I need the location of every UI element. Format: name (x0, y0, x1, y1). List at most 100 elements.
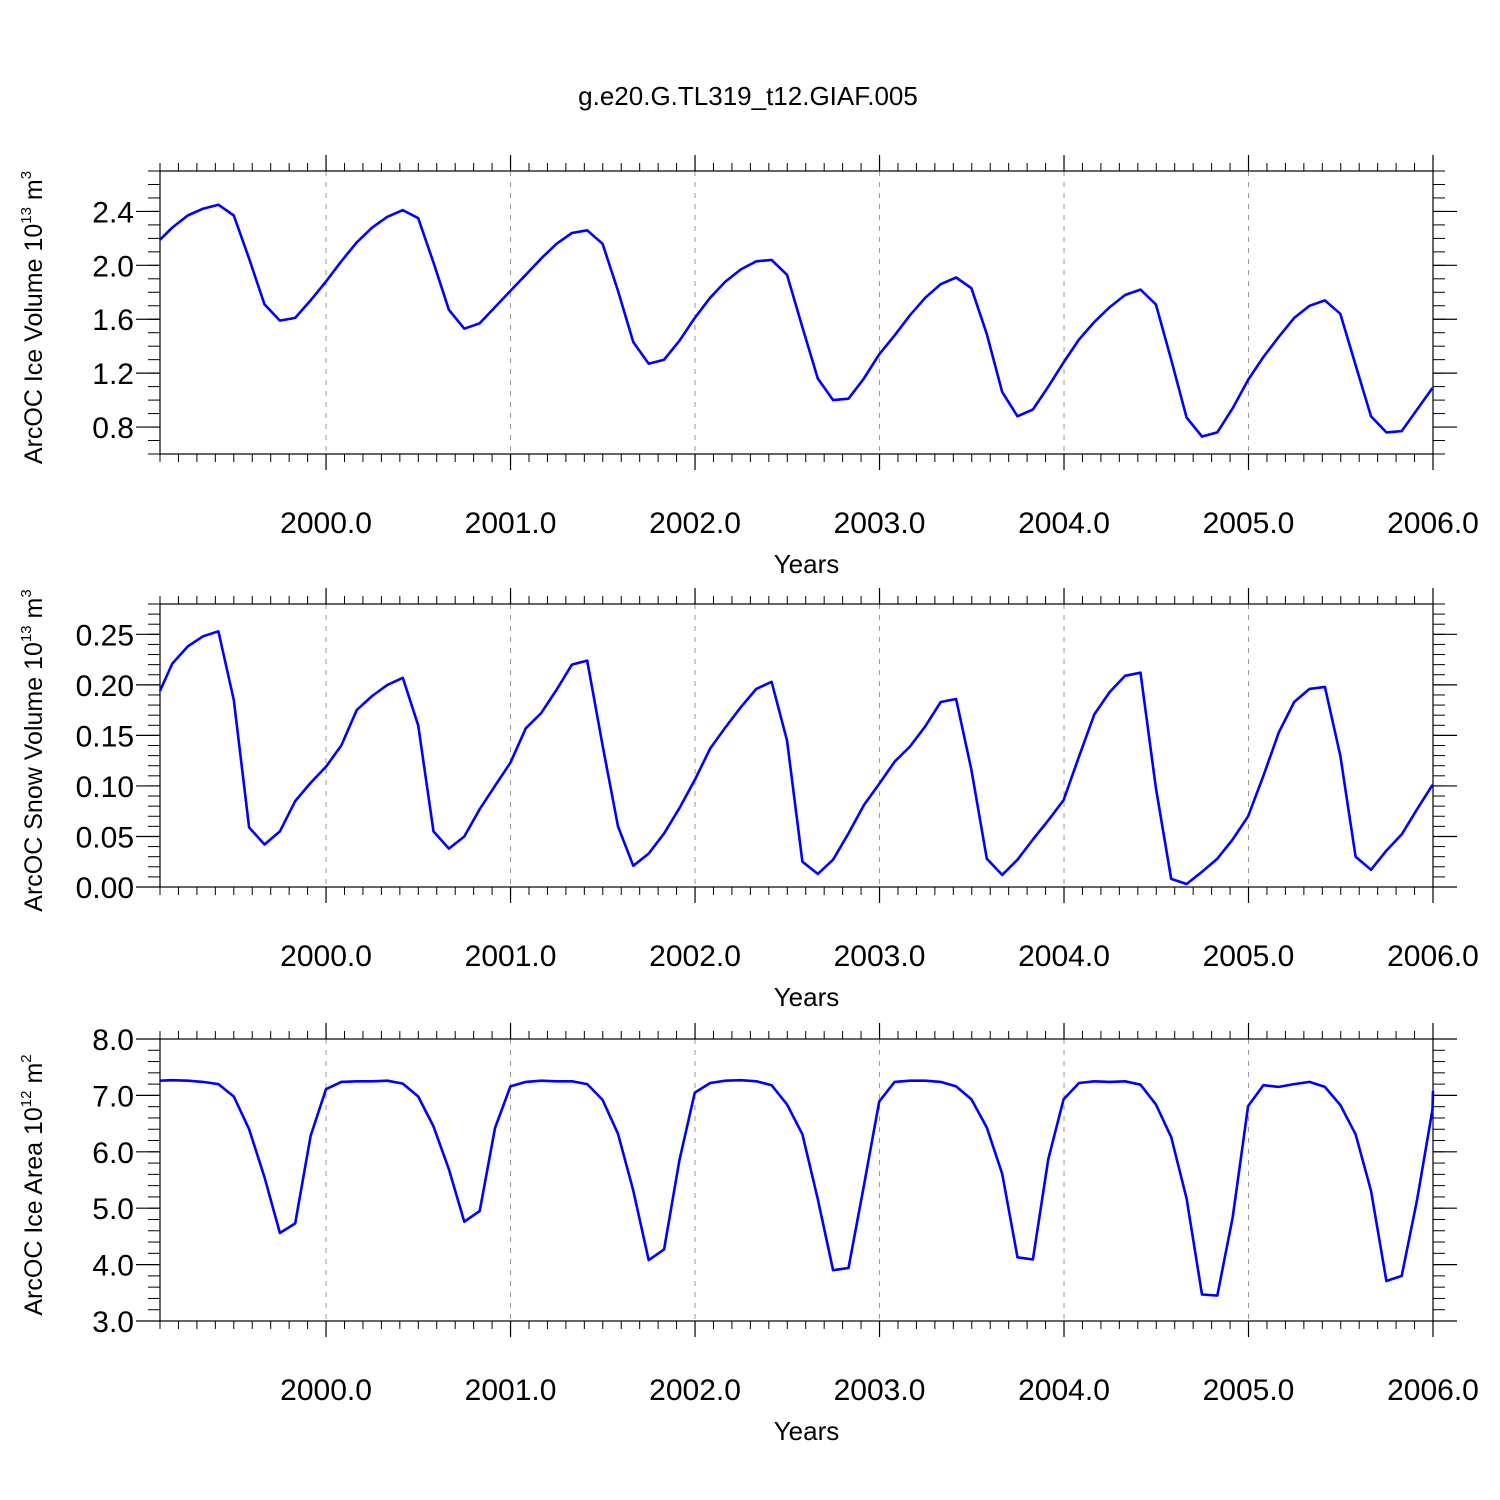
data-point-ice-area (1385, 1280, 1388, 1282)
panel-ice-area: 2000.0 2001.0 2002.0 2003.0 2004.0 2005.0 2006… (18, 1023, 1479, 1446)
data-point-ice-area (1400, 1275, 1403, 1277)
x-tick-label: 2002.0 (649, 1374, 741, 1407)
data-point-ice-volume (494, 306, 496, 308)
data-point-ice-area (955, 1085, 957, 1088)
data-point-ice-area (924, 1079, 927, 1082)
data-point-ice-volume (217, 203, 220, 206)
data-point-snow-volume (478, 808, 481, 810)
x-tick-label: 2006.0 (1387, 940, 1479, 973)
data-point-snow-volume (663, 832, 665, 835)
data-point-ice-area (786, 1103, 788, 1106)
y-tick-label: 7.0 (92, 1080, 134, 1113)
data-point-snow-volume (1078, 755, 1080, 758)
data-point-ice-volume (1047, 385, 1050, 388)
data-point-snow-volume (632, 865, 635, 867)
y-tick-label: 2.0 (92, 250, 134, 283)
data-point-ice-volume (540, 257, 542, 260)
y-tick-label: 0.20 (76, 670, 134, 703)
data-point-ice-area (694, 1091, 696, 1094)
data-point-ice-area (1231, 1216, 1234, 1218)
data-point-ice-volume (755, 260, 758, 263)
data-point-ice-area (740, 1079, 742, 1081)
data-point-snow-volume (1308, 688, 1311, 690)
x-axis-title: Years (774, 1416, 840, 1446)
data-point-ice-volume (632, 341, 635, 343)
x-tick-label: 2001.0 (465, 507, 557, 540)
data-point-ice-volume (617, 290, 619, 292)
data-point-snow-volume (1339, 754, 1342, 757)
y-axis-title-part: 13 (18, 625, 35, 642)
data-point-snow-volume (417, 724, 420, 727)
data-point-snow-volume (386, 684, 389, 686)
data-point-snow-volume (248, 826, 250, 829)
data-point-snow-volume (294, 800, 297, 802)
data-point-snow-volume (1385, 849, 1388, 852)
data-point-ice-volume (817, 377, 819, 380)
y-axis-title-part: 12 (18, 1091, 35, 1108)
data-point-ice-area (509, 1085, 512, 1088)
data-point-ice-area (617, 1133, 619, 1135)
data-point-snow-volume (1354, 855, 1357, 858)
data-point-snow-volume (832, 858, 834, 861)
data-point-ice-area (171, 1079, 174, 1081)
data-point-ice-area (1370, 1189, 1372, 1192)
x-tick-label: 2002.0 (649, 507, 741, 540)
x-tick-label: 2005.0 (1203, 940, 1295, 973)
data-point-ice-volume (1124, 294, 1126, 296)
data-point-ice-area (1078, 1082, 1080, 1084)
data-point-ice-volume (694, 317, 696, 319)
data-point-ice-area (586, 1083, 588, 1085)
data-point-ice-volume (709, 296, 711, 299)
data-point-snow-volume (1139, 671, 1142, 674)
data-point-ice-volume (1016, 415, 1019, 418)
data-point-ice-volume (663, 358, 665, 361)
y-tick-label: 4.0 (92, 1250, 134, 1283)
data-point-snow-volume (463, 835, 466, 838)
y-tick-label: 2.4 (92, 196, 134, 229)
data-point-ice-area (263, 1176, 266, 1178)
x-tick-label: 2003.0 (834, 1374, 926, 1407)
data-point-snow-volume (955, 698, 957, 700)
data-point-ice-volume (678, 340, 681, 342)
data-point-ice-volume (1139, 288, 1142, 291)
data-point-snow-volume (159, 690, 161, 692)
data-point-ice-area (248, 1128, 250, 1130)
data-point-ice-area (1262, 1084, 1265, 1086)
plot-frame (159, 603, 1434, 888)
data-point-snow-volume (1262, 775, 1265, 777)
y-tick-label: 1.2 (92, 358, 134, 391)
y-tick-label: 0.05 (76, 821, 134, 854)
data-point-snow-volume (371, 695, 373, 697)
data-point-ice-area (801, 1133, 804, 1136)
data-point-snow-volume (325, 765, 327, 768)
data-point-ice-volume (1185, 416, 1188, 419)
y-axis-title-part: m (20, 179, 48, 207)
data-point-snow-volume (233, 699, 235, 701)
data-point-snow-volume (1155, 787, 1157, 789)
data-point-snow-volume (1216, 857, 1219, 860)
data-point-ice-volume (1324, 299, 1326, 302)
data-point-snow-volume (1247, 815, 1249, 818)
y-axis-title: ArcOC Ice Area 1012 m2 (18, 1054, 48, 1315)
panel-ice-volume: 2000.0 2001.0 2002.0 2003.0 2004.0 2005.0 2006… (18, 155, 1479, 579)
x-tick-label: 2003.0 (834, 507, 926, 540)
data-point-ice-volume (955, 276, 957, 279)
data-point-snow-volume (1093, 713, 1096, 715)
x-tick-label: 2000.0 (280, 507, 372, 540)
data-point-ice-area (540, 1079, 542, 1082)
data-point-ice-area (817, 1198, 819, 1200)
data-point-ice-area (355, 1080, 358, 1083)
data-point-ice-area (1124, 1080, 1126, 1083)
data-point-snow-volume (924, 725, 927, 728)
data-point-ice-area (1201, 1293, 1203, 1296)
x-tick-label: 2001.0 (465, 940, 557, 973)
y-tick-label: 0.00 (76, 872, 134, 905)
data-point-ice-area (663, 1248, 665, 1251)
data-point-snow-volume (171, 662, 174, 665)
data-point-ice-area (1416, 1198, 1418, 1201)
data-point-ice-area (1278, 1086, 1280, 1088)
data-point-ice-area (755, 1080, 758, 1083)
data-point-snow-volume (1370, 869, 1372, 871)
data-point-ice-area (878, 1100, 880, 1103)
